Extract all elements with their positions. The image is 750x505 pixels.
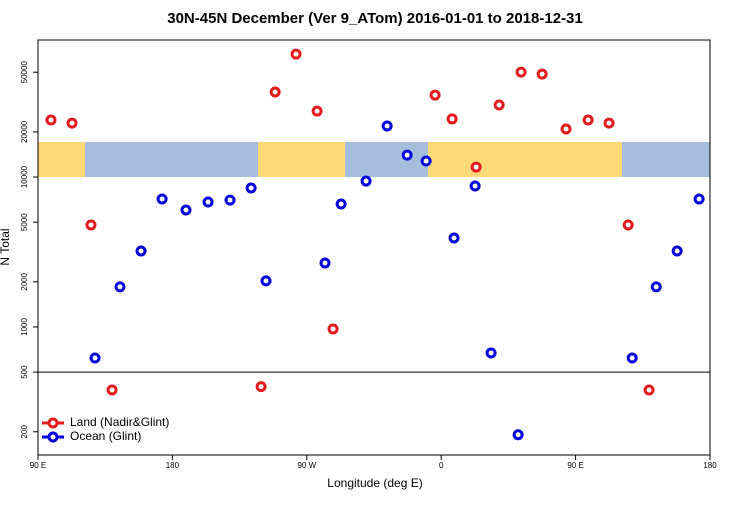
point [420, 155, 432, 167]
legend-label: Land (Nadir&Glint) [70, 415, 169, 429]
point [470, 161, 482, 173]
x-tick-label: 90 W [297, 461, 316, 470]
point [622, 219, 634, 231]
point [135, 245, 147, 257]
point [202, 196, 214, 208]
point [515, 66, 527, 78]
point [560, 123, 572, 135]
point [45, 114, 57, 126]
point [66, 117, 78, 129]
y-tick-label: 2000 [20, 272, 29, 290]
point [582, 114, 594, 126]
point [114, 281, 126, 293]
point [693, 193, 705, 205]
point [603, 117, 615, 129]
legend-marker [47, 417, 59, 429]
point [269, 86, 281, 98]
point [643, 384, 655, 396]
point [85, 219, 97, 231]
y-tick-label: 1000 [20, 318, 29, 336]
point [245, 182, 257, 194]
chart-title: 30N-45N December (Ver 9_ATom) 2016-01-01… [167, 10, 583, 27]
point [401, 149, 413, 161]
point [290, 48, 302, 60]
point [319, 257, 331, 269]
point [446, 113, 458, 125]
point [626, 352, 638, 364]
point [671, 245, 683, 257]
x-tick-label: 90 E [567, 461, 583, 470]
point [327, 323, 339, 335]
point [485, 347, 497, 359]
x-tick-label: 0 [439, 461, 444, 470]
point [106, 384, 118, 396]
point [156, 193, 168, 205]
point [260, 275, 272, 287]
point [512, 429, 524, 441]
point [429, 89, 441, 101]
map-band [38, 142, 710, 177]
y-tick-label: 10000 [20, 165, 29, 188]
plot-frame [37, 39, 711, 456]
y-tick-label: 20000 [20, 120, 29, 143]
point [469, 180, 481, 192]
point [311, 105, 323, 117]
x-tick-label: 180 [703, 461, 717, 470]
x-axis-label: Longitude (deg E) [327, 476, 422, 490]
y-tick-label: 50000 [20, 61, 29, 84]
point [255, 381, 267, 393]
y-axis-label: N Total [0, 228, 12, 265]
point [89, 352, 101, 364]
y-tick-label: 5000 [20, 213, 29, 231]
point [360, 175, 372, 187]
point [536, 68, 548, 80]
point [335, 198, 347, 210]
y-tick-label: 500 [20, 365, 29, 379]
y-tick-label: 200 [20, 425, 29, 439]
point [224, 194, 236, 206]
legend-label: Ocean (Glint) [70, 429, 141, 443]
x-tick-label: 180 [166, 461, 180, 470]
point [493, 99, 505, 111]
point [180, 204, 192, 216]
x-tick-label: 90 E [30, 461, 46, 470]
point [381, 120, 393, 132]
legend-marker [47, 431, 59, 443]
point [448, 232, 460, 244]
point [650, 281, 662, 293]
